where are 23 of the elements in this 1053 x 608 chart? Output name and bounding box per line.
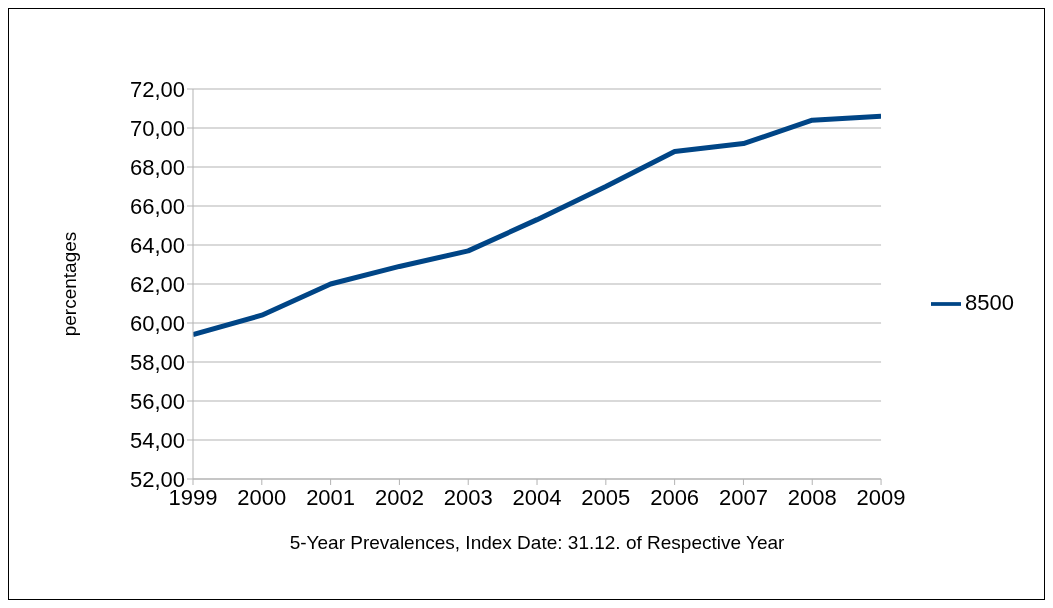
y-tick-label: 58,00 (129, 349, 185, 375)
y-tick-label: 60,00 (129, 310, 185, 336)
x-tick-label: 2007 (718, 484, 768, 510)
y-tick-label: 68,00 (129, 154, 185, 180)
legend-label: 8500 (965, 289, 1014, 315)
x-axis-title: 5-Year Prevalences, Index Date: 31.12. of Respective Year (289, 532, 786, 553)
x-tick-label: 2009 (856, 484, 906, 510)
y-tick-label: 56,00 (129, 388, 185, 414)
y-tick-label: 54,00 (129, 427, 185, 453)
x-tick-label: 2000 (237, 484, 287, 510)
y-tick-label: 62,00 (129, 271, 185, 297)
y-tick-label: 66,00 (129, 193, 185, 219)
x-tick-label: 2004 (512, 484, 562, 510)
x-tick-label: 2001 (306, 484, 356, 510)
y-tick-label: 72,00 (129, 76, 185, 102)
y-axis-title: percentages (58, 231, 80, 337)
y-tick-label: 64,00 (129, 232, 185, 258)
x-tick-label: 2005 (581, 484, 631, 510)
x-tick-label: 2008 (787, 484, 837, 510)
y-tick-label: 70,00 (129, 115, 185, 141)
x-tick-label: 2006 (650, 484, 700, 510)
x-tick-label: 2002 (374, 484, 424, 510)
x-tick-label: 2003 (443, 484, 493, 510)
